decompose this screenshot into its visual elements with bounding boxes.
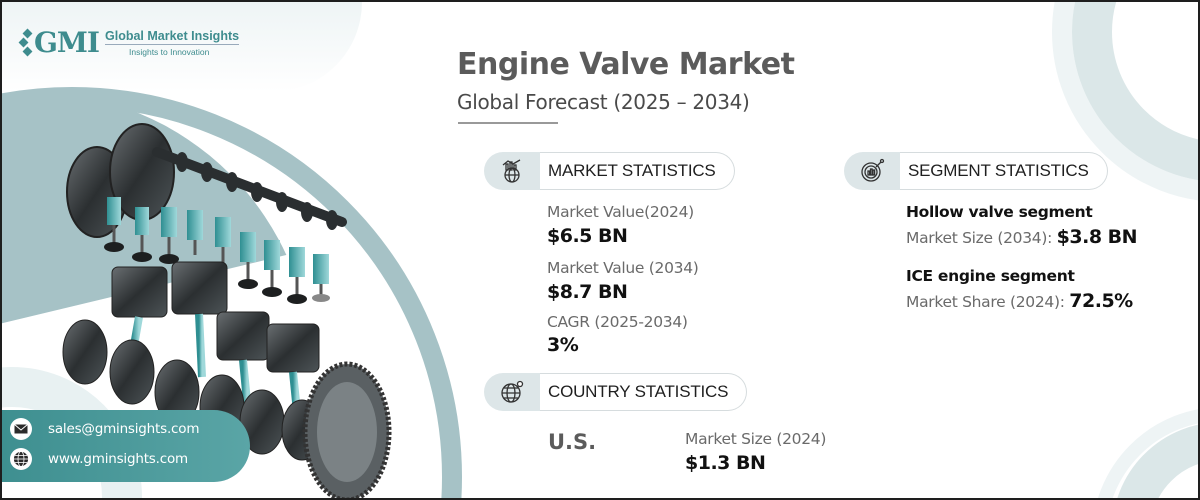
title-divider <box>458 122 558 124</box>
contact-email-row[interactable]: sales@gminsights.com <box>10 418 199 440</box>
background-wash <box>2 2 362 92</box>
market-statistics-header: MARKET STATISTICS <box>484 152 735 190</box>
page-subtitle: Global Forecast (2025 – 2034) <box>457 90 750 114</box>
contact-email[interactable]: sales@gminsights.com <box>48 421 200 437</box>
country-market-size-label: Market Size (2024) <box>685 430 827 448</box>
logo-diamonds-icon <box>18 28 33 56</box>
market-value-2034: $8.7 BN <box>547 281 628 303</box>
ice-engine-market-share-value: 72.5% <box>1069 290 1133 312</box>
contact-website[interactable]: www.gminsights.com <box>48 451 188 467</box>
cagr-label: CAGR (2025-2034) <box>547 313 688 331</box>
country-market-size-value: $1.3 BN <box>685 452 766 474</box>
contact-panel: sales@gminsights.com www.gminsights.com <box>2 410 250 482</box>
hollow-valve-segment-stat: Market Size (2034): $3.8 BN <box>906 226 1138 248</box>
logo-mark: GMI <box>18 26 100 59</box>
gmi-logo[interactable]: GMI Global Market Insights Insights to I… <box>18 26 240 59</box>
ice-engine-segment-title: ICE engine segment <box>906 267 1075 285</box>
chart-globe-icon <box>484 152 540 190</box>
envelope-icon <box>10 418 32 440</box>
country-statistics-heading: COUNTRY STATISTICS <box>540 373 748 411</box>
hollow-valve-segment-title: Hollow valve segment <box>906 203 1093 221</box>
hollow-valve-market-size-label: Market Size (2034): <box>906 229 1053 247</box>
globe-pin-icon <box>484 373 540 411</box>
ice-engine-segment-stat: Market Share (2024): 72.5% <box>906 290 1133 312</box>
contact-website-row[interactable]: www.gminsights.com <box>10 448 188 470</box>
country-name: U.S. <box>548 430 597 454</box>
market-value-2024: $6.5 BN <box>547 225 628 247</box>
cagr-value: 3% <box>547 334 579 356</box>
logo-mark-text: GMI <box>34 26 100 59</box>
brand-tagline: Insights to Innovation <box>129 46 210 57</box>
segment-statistics-heading: SEGMENT STATISTICS <box>900 152 1108 190</box>
target-chart-icon <box>844 152 900 190</box>
hollow-valve-market-size-value: $3.8 BN <box>1056 226 1138 248</box>
page-title: Engine Valve Market <box>457 47 795 82</box>
market-value-2034-label: Market Value (2034) <box>547 259 699 277</box>
brand-name: Global Market Insights <box>105 28 240 45</box>
market-statistics-heading: MARKET STATISTICS <box>540 152 735 190</box>
market-value-2024-label: Market Value(2024) <box>547 203 694 221</box>
segment-statistics-header: SEGMENT STATISTICS <box>844 152 1108 190</box>
ice-engine-market-share-label: Market Share (2024): <box>906 293 1065 311</box>
engine-valvetrain-illustration <box>62 123 392 498</box>
globe-icon <box>10 448 32 470</box>
country-statistics-header: COUNTRY STATISTICS <box>484 373 748 411</box>
